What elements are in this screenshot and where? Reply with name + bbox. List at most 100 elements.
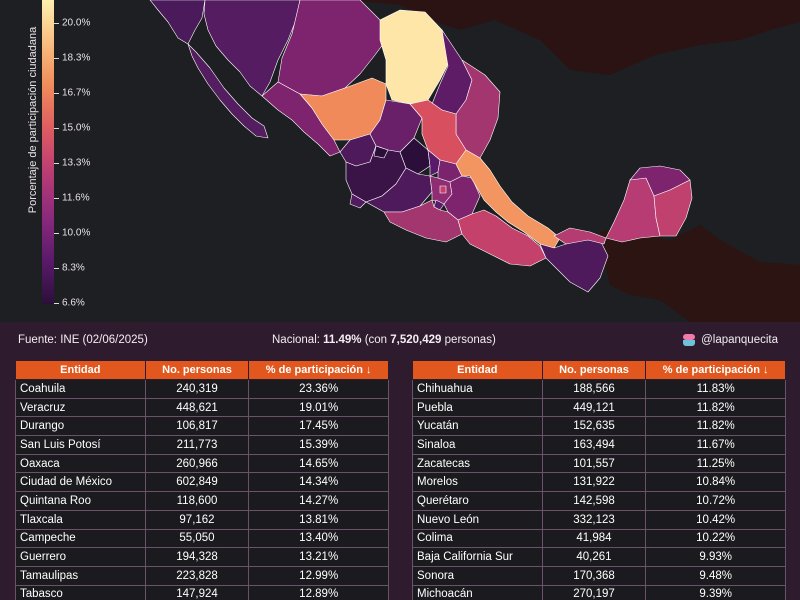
cell-entidad: Colima	[412, 528, 543, 549]
national-suffix: personas)	[441, 334, 496, 346]
col-header-entidad: Entidad	[412, 360, 543, 380]
cell-entidad: Puebla	[412, 397, 543, 418]
colorbar-tick	[54, 23, 59, 24]
state-chiapas	[539, 239, 609, 293]
cell-entidad: Durango	[15, 416, 146, 437]
cell-entidad: Nuevo León	[412, 509, 543, 530]
cell-participacion: 11.82%	[645, 416, 786, 437]
cell-entidad: Michoacán	[412, 584, 543, 600]
table-row: Coahuila 240,319 23.36%	[15, 379, 389, 399]
cell-entidad: Chihuahua	[412, 379, 543, 399]
cell-participacion: 11.83%	[645, 379, 786, 399]
col-header-personas: No. personas	[144, 360, 250, 380]
table-row: Veracruz 448,621 19.01%	[15, 397, 389, 418]
cell-participacion: 19.01%	[248, 397, 389, 418]
choropleth-map	[149, 0, 800, 322]
colorbar-tick	[54, 163, 59, 164]
table-row: Zacatecas 101,557 11.25%	[412, 453, 786, 474]
cell-entidad: Tabasco	[15, 584, 146, 600]
cell-entidad: Sinaloa	[412, 435, 543, 455]
cell-personas: 106,817	[144, 416, 250, 437]
cell-participacion: 10.84%	[645, 472, 786, 493]
table-row: Sonora 170,368 9.48%	[412, 565, 786, 586]
cell-personas: 147,924	[144, 584, 250, 600]
cell-participacion: 23.36%	[248, 379, 389, 399]
cell-participacion: 14.27%	[248, 491, 389, 511]
cell-entidad: Querétaro	[412, 491, 543, 511]
table-row: San Luis Potosí 211,773 15.39%	[15, 435, 389, 455]
colorbar-tick	[54, 58, 59, 59]
cell-personas: 41,984	[541, 528, 647, 549]
cell-personas: 188,566	[541, 379, 647, 399]
table-row: Sinaloa 163,494 11.67%	[412, 435, 786, 455]
cell-entidad: Quintana Roo	[15, 491, 146, 511]
state-tabasco	[553, 227, 607, 245]
colorbar-tick	[54, 128, 59, 129]
colorbar-tick-label: 16.7%	[62, 87, 91, 99]
national-count: 7,520,429	[390, 334, 442, 346]
table-row: Puebla 449,121 11.82%	[412, 397, 786, 418]
cell-entidad: Zacatecas	[412, 453, 543, 474]
table-row: Nuevo León 332,123 10.42%	[412, 509, 786, 530]
cell-participacion: 12.99%	[248, 565, 389, 586]
cell-personas: 449,121	[541, 397, 647, 418]
national-prefix: Nacional:	[272, 334, 324, 346]
cell-personas: 40,261	[541, 547, 647, 567]
state-cdmx	[439, 185, 447, 194]
table-row: Guerrero 194,328 13.21%	[15, 547, 389, 567]
table-row: Ciudad de México 602,849 14.34%	[15, 472, 389, 493]
cell-personas: 142,598	[541, 491, 647, 511]
table-row: Campeche 55,050 13.40%	[15, 528, 389, 549]
cell-participacion: 14.34%	[248, 472, 389, 493]
cell-personas: 152,635	[541, 416, 647, 437]
cell-personas: 270,197	[541, 584, 647, 600]
cell-personas: 170,368	[541, 565, 647, 586]
table-row: Tlaxcala 97,162 13.81%	[15, 509, 389, 530]
cell-participacion: 11.67%	[645, 435, 786, 455]
colorbar-tick-label: 8.3%	[62, 262, 85, 274]
table-row: Tamaulipas 223,828 12.99%	[15, 565, 389, 586]
table-header-row: Entidad No. personas % de participación …	[412, 360, 786, 380]
cell-entidad: Sonora	[412, 565, 543, 586]
author-credit: @lapanquecita	[683, 334, 778, 346]
table-row: Durango 106,817 17.45%	[15, 416, 389, 437]
cell-participacion: 13.21%	[248, 547, 389, 567]
cell-personas: 223,828	[144, 565, 250, 586]
cell-participacion: 13.40%	[248, 528, 389, 549]
colorbar-legend: Porcentaje de participación ciudadana 20…	[18, 0, 108, 318]
state-queretaro	[427, 149, 441, 177]
data-table-right: Entidad No. personas % de participación …	[412, 360, 786, 600]
state-colima	[349, 193, 367, 209]
cell-personas: 332,123	[541, 509, 647, 530]
cell-personas: 260,966	[144, 453, 250, 474]
cell-participacion: 15.39%	[248, 435, 389, 455]
cell-participacion: 9.93%	[645, 547, 786, 567]
colorbar-tick-label: 11.6%	[62, 192, 90, 204]
cell-personas: 131,922	[541, 472, 647, 493]
colorbar-tick-label: 20.0%	[62, 17, 91, 29]
cell-entidad: Morelos	[412, 472, 543, 493]
colorbar-tick	[54, 303, 59, 304]
cell-entidad: Tamaulipas	[15, 565, 146, 586]
colorbar-tick	[54, 198, 59, 199]
cell-participacion: 11.82%	[645, 397, 786, 418]
cell-personas: 602,849	[144, 472, 250, 493]
colorbar-tick-label: 10.0%	[62, 227, 91, 239]
cell-participacion: 17.45%	[248, 416, 389, 437]
table-row: Tabasco 147,924 12.89%	[15, 584, 389, 600]
table-row: Baja California Sur 40,261 9.93%	[412, 547, 786, 567]
cell-participacion: 11.25%	[645, 453, 786, 474]
map-panel: Porcentaje de participación ciudadana 20…	[0, 0, 800, 322]
cell-personas: 55,050	[144, 528, 250, 549]
state-oaxaca	[457, 209, 547, 267]
colorbar-tick-label: 6.6%	[62, 297, 85, 309]
cell-personas: 163,494	[541, 435, 647, 455]
cell-personas: 118,600	[144, 491, 250, 511]
cell-entidad: Campeche	[15, 528, 146, 549]
colorbar-tick	[54, 268, 59, 269]
cell-participacion: 9.48%	[645, 565, 786, 586]
table-row: Oaxaca 260,966 14.65%	[15, 453, 389, 474]
cell-participacion: 10.22%	[645, 528, 786, 549]
national-summary: Nacional: 11.49% (con 7,520,429 personas…	[272, 334, 496, 346]
cell-participacion: 9.39%	[645, 584, 786, 600]
